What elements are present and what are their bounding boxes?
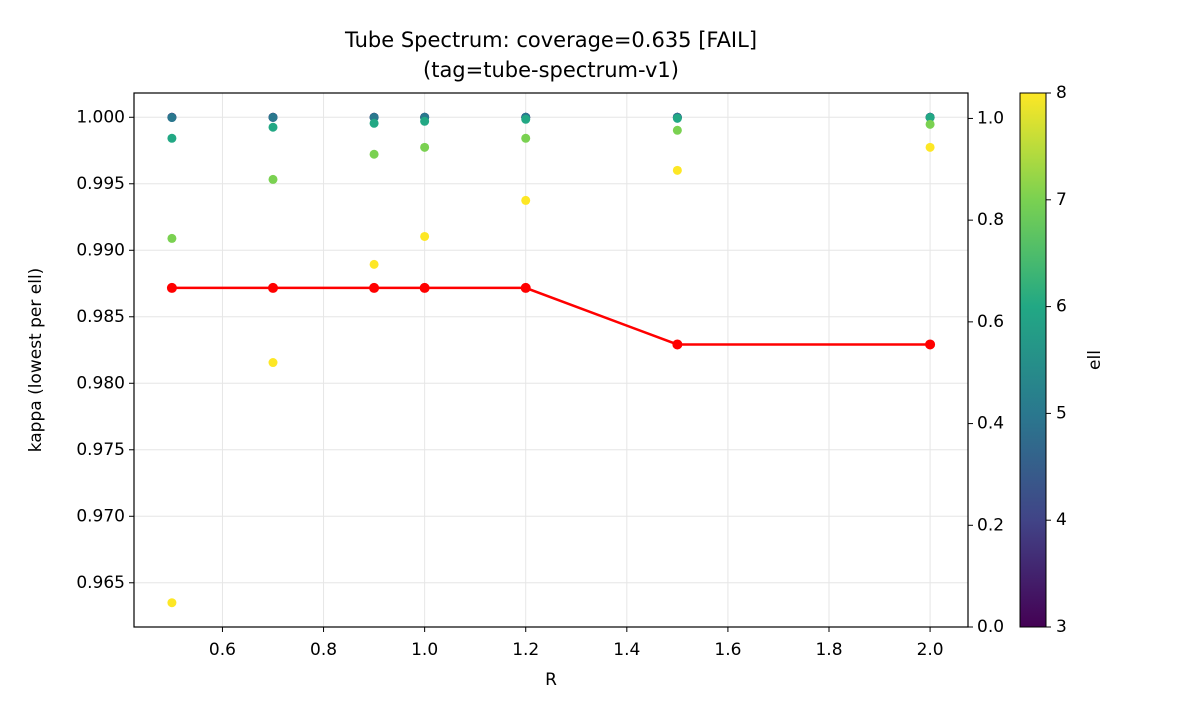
scatter-point <box>268 174 278 184</box>
scatter-point <box>268 358 278 368</box>
scatter-point <box>420 231 430 241</box>
x-tick-label: 1.6 <box>714 640 741 660</box>
scatter-point <box>925 113 935 123</box>
y-tick-label: 0.975 <box>76 440 125 460</box>
x-tick-label: 1.8 <box>815 640 842 660</box>
scatter-point <box>167 133 177 143</box>
colorbar-tick-label: 3 <box>1056 617 1067 637</box>
coverage-point <box>369 282 380 293</box>
x-tick-label: 1.0 <box>411 640 438 660</box>
coverage-point <box>419 282 430 293</box>
y2-tick-label: 1.0 <box>977 108 1004 128</box>
scatter-point <box>420 116 430 126</box>
y2-tick-label: 0.2 <box>977 515 1004 535</box>
x-tick-label: 0.6 <box>209 640 236 660</box>
colorbar-tick-label: 6 <box>1056 297 1067 317</box>
scatter-point <box>521 133 531 143</box>
scatter-point <box>369 259 379 269</box>
x-tick-label: 1.2 <box>512 640 539 660</box>
colorbar-label: ell <box>1085 350 1105 370</box>
coverage-point <box>925 339 936 350</box>
coverage-point <box>672 339 683 350</box>
scatter-point <box>268 112 278 122</box>
y-tick-label: 1.000 <box>76 107 125 127</box>
y-tick-label: 0.970 <box>76 506 125 526</box>
coverage-point <box>520 282 531 293</box>
scatter-point <box>268 122 278 132</box>
scatter-point <box>167 233 177 243</box>
scatter-point <box>369 149 379 159</box>
y2-tick-label: 0.0 <box>977 617 1004 637</box>
scatter-point <box>925 142 935 152</box>
y-tick-label: 0.985 <box>76 307 125 327</box>
chart-title: Tube Spectrum: coverage=0.635 [FAIL] <box>344 28 757 52</box>
x-tick-label: 0.8 <box>310 640 337 660</box>
scatter-point <box>167 113 177 123</box>
scatter-point <box>521 195 531 205</box>
colorbar-tick-label: 7 <box>1056 190 1067 210</box>
scatter-point <box>420 142 430 152</box>
scatter-point <box>167 598 177 608</box>
coverage-line <box>171 286 931 346</box>
x-tick-label: 2.0 <box>917 640 944 660</box>
scatter-point <box>672 113 682 123</box>
y2-tick-label: 0.8 <box>977 210 1004 230</box>
y-axis-label: kappa (lowest per ell) <box>26 268 46 453</box>
chart-subtitle: (tag=tube-spectrum-v1) <box>423 58 679 82</box>
y-tick-label: 0.995 <box>76 174 125 194</box>
x-tick-label: 1.4 <box>613 640 640 660</box>
coverage-point <box>166 282 177 293</box>
scatter-point <box>672 165 682 175</box>
y-tick-label: 0.980 <box>76 373 125 393</box>
scatter-point <box>672 125 682 135</box>
x-axis-label: R <box>545 670 557 690</box>
y2-tick-label: 0.4 <box>977 414 1004 434</box>
scatter-point <box>521 114 531 124</box>
plot-frame <box>133 92 969 628</box>
colorbar-tick-label: 5 <box>1056 403 1067 423</box>
colorbar-tick-label: 8 <box>1056 83 1067 103</box>
y-tick-label: 0.965 <box>76 573 125 593</box>
coverage-point <box>268 282 278 293</box>
scatter-point <box>925 119 935 129</box>
colorbar-tick-label: 4 <box>1056 510 1067 530</box>
y2-tick-label: 0.6 <box>977 312 1004 332</box>
y-tick-label: 0.990 <box>76 240 125 260</box>
colorbar <box>1019 92 1047 628</box>
scatter-point <box>369 118 379 128</box>
